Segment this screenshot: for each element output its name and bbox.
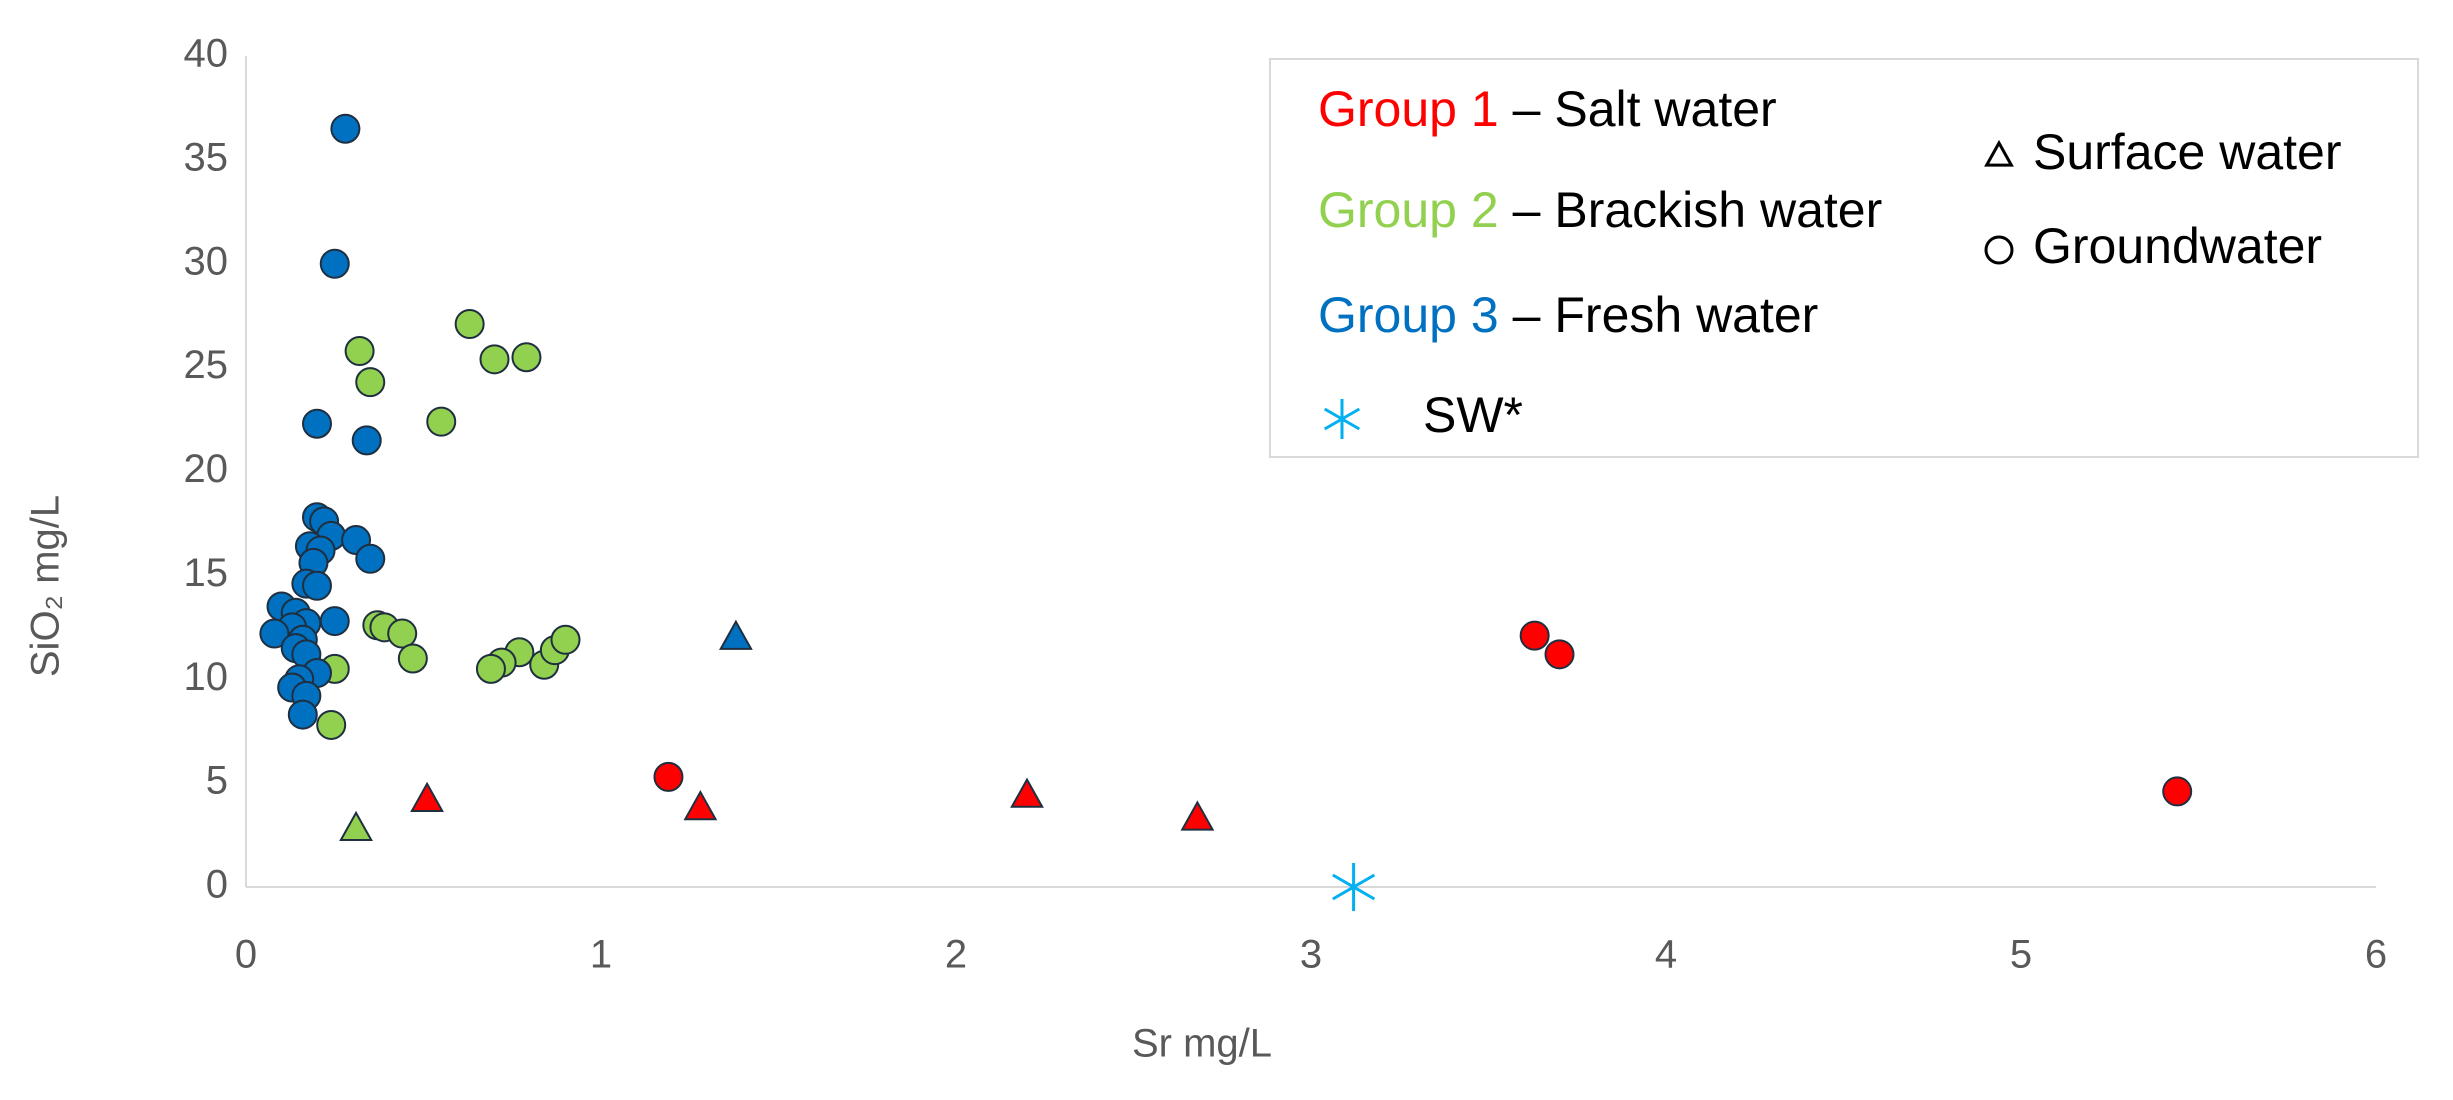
x-tick-label: 1: [590, 933, 612, 977]
y-tick-label: 5: [206, 759, 228, 803]
legend-label: SW*: [1423, 387, 1523, 443]
point: [397, 643, 428, 674]
legend-symbol: [1984, 235, 2014, 265]
x-tick-label: 4: [1655, 933, 1677, 977]
point: [302, 408, 332, 439]
point: [1332, 863, 1376, 911]
y-tick-label: 20: [184, 447, 229, 491]
x-tick-label: 6: [2365, 933, 2387, 977]
legend-description: – Brackish water: [1513, 182, 1883, 238]
point: [302, 570, 332, 601]
point: [355, 367, 386, 398]
point: [319, 248, 350, 279]
point: [426, 406, 457, 437]
point: [683, 790, 718, 821]
point: [410, 781, 444, 812]
x-tick-label: 2: [945, 933, 967, 977]
point: [330, 113, 361, 144]
x-tick-label: 5: [2010, 933, 2032, 977]
point: [454, 308, 485, 339]
y-tick-label: 40: [184, 32, 229, 76]
y-tick-label: 15: [184, 551, 229, 595]
point: [718, 619, 753, 650]
point: [653, 761, 684, 792]
legend-symbol: [1984, 139, 2014, 167]
point: [319, 606, 350, 637]
y-tick-label: 30: [184, 239, 229, 283]
point: [1010, 777, 1044, 808]
point: [1544, 639, 1575, 670]
point: [2162, 776, 2193, 807]
point: [479, 344, 510, 375]
legend-label: Groundwater: [2033, 218, 2322, 274]
legend-label: Surface water: [2033, 124, 2341, 180]
legend-group: Group 2: [1318, 182, 1499, 238]
legend-group: Group 3: [1318, 287, 1499, 343]
point: [287, 699, 318, 730]
legend-description: – Fresh water: [1513, 287, 1819, 343]
point: [351, 425, 382, 456]
legend-group: Group 1: [1318, 81, 1499, 137]
legend-symbol: [1323, 399, 1361, 439]
y-tick-label: 0: [206, 863, 228, 907]
y-tick-label: 10: [184, 655, 229, 699]
point: [550, 624, 581, 655]
x-axis-label: Sr mg/L: [1132, 1022, 1272, 1066]
y-tick-label: 25: [184, 343, 229, 387]
y-tick-label: 35: [184, 135, 229, 179]
legend-description: – Salt water: [1513, 81, 1777, 137]
point: [511, 342, 542, 373]
point: [1180, 800, 1215, 831]
point: [259, 618, 290, 649]
x-tick-label: 0: [235, 933, 257, 977]
point: [344, 336, 375, 367]
point: [355, 543, 386, 574]
y-axis-label: SiO₂ mg/L: [24, 495, 68, 677]
point: [1519, 620, 1550, 651]
x-tick-label: 3: [1300, 933, 1322, 977]
point: [339, 810, 373, 842]
point: [475, 653, 506, 684]
point: [387, 618, 418, 649]
point: [316, 709, 347, 740]
legend-box: [1269, 58, 2419, 458]
